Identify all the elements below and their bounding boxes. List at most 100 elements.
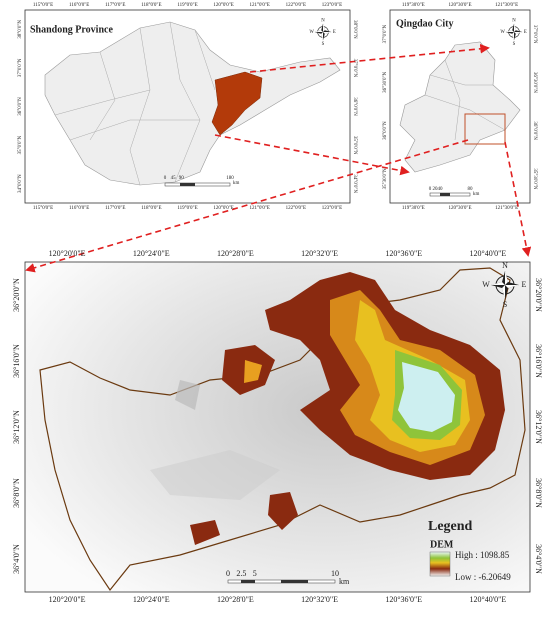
- label: 2.5: [236, 569, 246, 578]
- label: 37°0'0"N: [18, 58, 23, 77]
- label: 45: [171, 176, 177, 181]
- compass-star: [314, 23, 332, 41]
- label: 40: [438, 187, 444, 192]
- label: 36°8'0"N: [12, 478, 21, 508]
- label: 10: [331, 569, 339, 578]
- north-arrow: N S E W: [500, 19, 527, 47]
- label: 120°32'0"E: [301, 249, 338, 258]
- label: 35°0'0"N: [18, 135, 23, 154]
- label: 120°36'0"E: [385, 249, 422, 258]
- compass-n: N: [321, 19, 325, 24]
- label: 122°0'0"E: [286, 206, 307, 211]
- compass-s: S: [513, 42, 516, 47]
- scale-unit: km: [473, 192, 480, 197]
- label: 0: [164, 176, 167, 181]
- label: 119°30'0"E: [402, 206, 425, 211]
- compass-e: E: [524, 30, 527, 35]
- compass-n: N: [502, 261, 508, 270]
- label: 80: [468, 187, 474, 192]
- label: 120°20'0"E: [49, 249, 86, 258]
- label: 116°0'0"E: [69, 206, 89, 211]
- label: 37°0'0"N: [532, 25, 537, 44]
- label: 38°0'0"N: [352, 20, 357, 39]
- label: 119°30'0"E: [402, 3, 425, 8]
- label: 117°0'0"E: [105, 206, 125, 211]
- compass-star-light: [491, 271, 519, 299]
- compass-e: E: [333, 30, 336, 35]
- panel-title: Shandong Province: [30, 24, 113, 35]
- label: 120°0'0"E: [213, 206, 234, 211]
- label: 115°0'0"E: [33, 206, 53, 211]
- legend-layer: DEM: [430, 539, 454, 550]
- label: 36°0'0"N: [18, 97, 23, 116]
- label: 121°0'0"E: [249, 3, 270, 8]
- label: 120°28'0"E: [217, 249, 254, 258]
- compass-w: W: [482, 280, 490, 289]
- label: 36°16'0"N: [12, 344, 21, 378]
- label: 36°0'0"N: [352, 97, 357, 116]
- label: 37°0'0"N: [352, 59, 357, 78]
- label: 116°0'0"E: [69, 3, 89, 8]
- label: 118°0'0"E: [141, 206, 161, 211]
- label: 36°0'0"N: [532, 121, 537, 140]
- label: 120°40'0"E: [470, 595, 507, 604]
- label: 38°0'0"N: [18, 20, 23, 39]
- compass-w: W: [309, 30, 314, 35]
- label: 123°0'0"E: [322, 3, 343, 8]
- qingdao-panel: [389, 9, 531, 204]
- legend-high: High : 1098.85: [455, 550, 510, 560]
- label: 5: [253, 569, 257, 578]
- compass-star: [505, 23, 523, 41]
- label: 180: [226, 176, 234, 181]
- label: 120°40'0"E: [470, 249, 507, 258]
- label: 120°20'0"E: [49, 595, 86, 604]
- label: 120°24'0"E: [133, 595, 170, 604]
- label: 122°0'0"E: [286, 3, 307, 8]
- label: 36°20'0"N: [12, 278, 21, 312]
- label: 34°0'0"N: [18, 174, 23, 193]
- label: 120°32'0"E: [301, 595, 338, 604]
- label: 120°30'0"E: [449, 206, 472, 211]
- label: 90: [179, 176, 185, 181]
- shandong-panel: [24, 9, 351, 204]
- label: 115°0'0"E: [33, 3, 53, 8]
- label: 117°0'0"E: [105, 3, 125, 8]
- label: 120°36'0"E: [385, 595, 422, 604]
- compass-star: [491, 271, 519, 299]
- label: 121°30'0"E: [495, 3, 518, 8]
- north-arrow: N S E W: [309, 19, 336, 47]
- label: 36°12'0"N: [534, 410, 543, 444]
- label: 36°0'0"N: [383, 121, 388, 140]
- label: 123°0'0"E: [322, 206, 343, 211]
- label: 121°30'0"E: [495, 206, 518, 211]
- label: 36°4'0"N: [534, 544, 543, 574]
- label: 36°8'0"N: [534, 478, 543, 508]
- label: 121°0'0"E: [249, 206, 270, 211]
- label: 120°24'0"E: [133, 249, 170, 258]
- label: 34°0'0"N: [352, 174, 357, 193]
- legend-low: Low : -6.20649: [455, 572, 511, 582]
- panel-title: Qingdao City: [396, 18, 454, 29]
- label: 120°28'0"E: [217, 595, 254, 604]
- label: 36°20'0"N: [534, 278, 543, 312]
- label: 120°0'0"E: [213, 3, 234, 8]
- label: 120°30'0"E: [449, 3, 472, 8]
- label: 36°30'0"N: [532, 72, 537, 93]
- label: 36°16'0"N: [534, 344, 543, 378]
- label: 118°0'0"E: [141, 3, 161, 8]
- compass-w: W: [500, 30, 505, 35]
- label: 0: [226, 569, 230, 578]
- compass-e: E: [522, 280, 527, 289]
- label: 36°12'0"N: [12, 410, 21, 444]
- label: 36°4'0"N: [12, 544, 21, 574]
- label: 37°0'0"N: [383, 24, 388, 43]
- label: 0: [429, 187, 432, 192]
- label: 119°0'0"E: [177, 206, 197, 211]
- label: 119°0'0"E: [177, 3, 197, 8]
- scale-unit: km: [233, 181, 240, 186]
- label: 35°30'0"N: [532, 168, 537, 189]
- label: 35°0'0"N: [352, 136, 357, 155]
- compass-n: N: [512, 19, 516, 24]
- main-panel: [24, 261, 531, 593]
